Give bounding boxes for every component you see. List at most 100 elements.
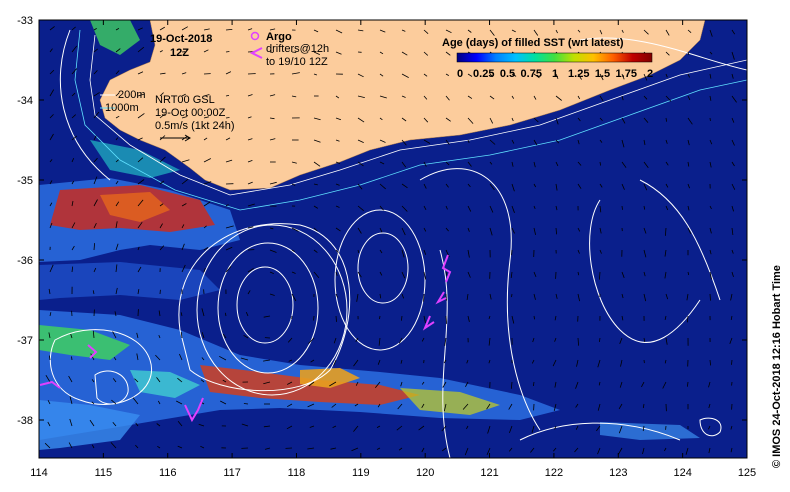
current-vector [577, 139, 580, 145]
current-vector [555, 29, 558, 34]
current-vector [222, 379, 227, 383]
current-vector [308, 337, 315, 344]
current-vector [486, 403, 491, 410]
current-vector [180, 331, 183, 339]
current-vector [225, 51, 230, 53]
current-vector [730, 425, 733, 430]
current-vector [643, 95, 648, 100]
current-vector [115, 243, 119, 251]
map-frame [38, 19, 748, 459]
current-vector [444, 337, 447, 346]
current-vector [71, 92, 76, 97]
current-vector [709, 359, 711, 366]
current-vector [335, 205, 340, 208]
current-vector [115, 70, 120, 75]
current-vector [423, 271, 427, 280]
current-vector [401, 183, 408, 189]
current-vector [441, 425, 447, 432]
current-vector [577, 183, 582, 189]
colorbar-tick-label: 0.75 [521, 68, 542, 80]
current-vector [137, 46, 145, 53]
current-vector [401, 117, 407, 122]
current-vector [287, 403, 293, 408]
current-vector [93, 157, 98, 163]
current-vector [445, 51, 451, 56]
current-vector [333, 359, 337, 366]
current-vector [49, 312, 52, 317]
current-vector [599, 205, 602, 213]
current-vector [533, 227, 536, 235]
current-vector [137, 266, 142, 273]
current-vector [599, 227, 602, 234]
current-vector [687, 381, 689, 387]
current-vector [291, 161, 297, 164]
current-vector [243, 334, 249, 339]
current-vector [467, 73, 473, 77]
current-vector [203, 28, 210, 31]
current-vector [511, 227, 515, 234]
current-vector [533, 315, 535, 320]
current-source: NRT00 GSL [155, 94, 215, 106]
current-vector [687, 51, 690, 56]
colorbar-tick-label: 0.5 [500, 68, 515, 80]
current-vector [665, 117, 667, 122]
current-vector [555, 227, 557, 235]
current-vector [555, 183, 558, 191]
current-vector [467, 205, 472, 212]
current-vector [554, 315, 557, 321]
current-vector [333, 337, 337, 344]
current-vector [619, 337, 623, 344]
current-vector [159, 203, 164, 207]
current-vector [357, 29, 364, 32]
current-vector [445, 183, 449, 188]
current-vector [643, 29, 649, 35]
current-vector [533, 381, 535, 387]
current-vector [307, 403, 315, 408]
current-vector [708, 403, 711, 409]
current-vector [137, 137, 143, 141]
current-vector [445, 315, 447, 324]
current-vector [401, 73, 409, 78]
current-vector [489, 29, 495, 36]
current-vector [731, 117, 735, 123]
current-vector [597, 403, 601, 411]
colorbar-tick-label: 1.25 [568, 68, 589, 80]
current-vector [577, 271, 580, 276]
current-vector [599, 183, 603, 188]
current-vector [642, 403, 645, 409]
current-vector [313, 139, 321, 143]
map-panel [39, 20, 747, 458]
current-vector [467, 139, 470, 143]
current-vector [621, 205, 623, 210]
current-vector [397, 403, 403, 410]
current-vector [71, 114, 76, 119]
current-vector [489, 183, 495, 191]
current-vector [331, 403, 337, 408]
current-vector [664, 249, 667, 257]
current-vector [157, 400, 161, 405]
current-vector [729, 337, 733, 344]
current-vector [489, 205, 494, 213]
current-vector [269, 293, 275, 296]
current-vector [576, 359, 579, 367]
current-vector [291, 95, 297, 98]
current-vector [92, 290, 95, 295]
current-vector [641, 381, 645, 388]
current-vector [225, 204, 229, 207]
current-vector [203, 246, 209, 251]
current-vector [49, 202, 53, 207]
current-vector [511, 95, 515, 99]
current-vector [357, 227, 362, 234]
current-vector [355, 381, 359, 386]
current-vector [291, 51, 297, 53]
current-vector [201, 357, 205, 361]
current-vector [533, 29, 539, 36]
current-vector [136, 353, 139, 361]
colorbar-tick-label: 0.25 [473, 68, 494, 80]
current-vector [71, 26, 76, 31]
current-vector [687, 161, 690, 167]
current-vector [291, 227, 299, 232]
current-vector [137, 93, 145, 97]
current-vector [47, 400, 51, 405]
current-vector [467, 315, 470, 322]
